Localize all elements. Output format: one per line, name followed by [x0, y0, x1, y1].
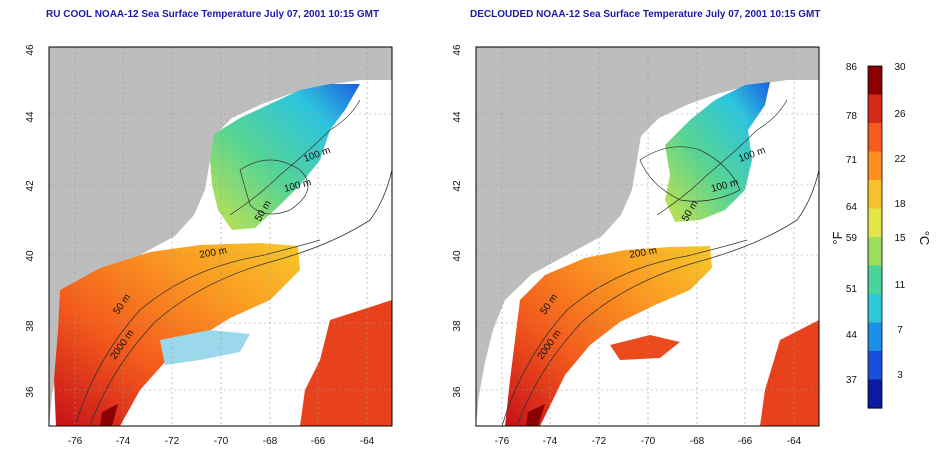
lat-axis: 46 44 42 40 38 36 [452, 44, 463, 398]
colorbar-swatch [868, 66, 882, 96]
colorbar-swatch [868, 151, 882, 181]
svg-text:44: 44 [846, 330, 858, 341]
svg-text:44: 44 [452, 111, 463, 123]
svg-text:26: 26 [894, 109, 906, 120]
svg-text:3: 3 [897, 370, 903, 381]
svg-text:18: 18 [894, 199, 906, 210]
svg-text:-66: -66 [738, 436, 753, 447]
right-panel-title: DECLOUDED NOAA-12 Sea Surface Temperatur… [470, 9, 821, 20]
colorbar-swatches [868, 66, 882, 409]
svg-text:36: 36 [452, 386, 463, 398]
svg-text:44: 44 [25, 111, 36, 123]
svg-text:42: 42 [25, 180, 36, 192]
svg-text:-76: -76 [495, 436, 510, 447]
colorbar-swatch [868, 379, 882, 409]
celsius-unit-label: °C [917, 231, 932, 246]
svg-text:51: 51 [846, 284, 858, 295]
svg-text:30: 30 [894, 62, 906, 73]
colorbar: 86 78 71 64 59 51 44 37 30 26 22 18 15 1… [830, 62, 932, 409]
colorbar-swatch [868, 265, 882, 295]
colorbar-swatch [868, 123, 882, 153]
colorbar-swatch [868, 322, 882, 352]
svg-text:-68: -68 [263, 436, 278, 447]
svg-text:-74: -74 [116, 436, 131, 447]
svg-text:40: 40 [452, 250, 463, 262]
colorbar-swatch [868, 351, 882, 381]
warm-water [505, 246, 712, 426]
svg-text:-72: -72 [165, 436, 180, 447]
svg-text:86: 86 [846, 62, 858, 73]
svg-text:-72: -72 [592, 436, 607, 447]
cool-water [665, 82, 770, 222]
colorbar-swatch [868, 94, 882, 124]
fahrenheit-ticks: 86 78 71 64 59 51 44 37 [846, 62, 858, 386]
svg-text:-64: -64 [360, 436, 375, 447]
svg-text:36: 36 [25, 386, 36, 398]
svg-text:-70: -70 [641, 436, 656, 447]
svg-text:37: 37 [846, 375, 858, 386]
svg-text:22: 22 [894, 154, 906, 165]
lon-axis: -76 -74 -72 -70 -68 -66 -64 [495, 436, 802, 447]
svg-text:46: 46 [25, 44, 36, 56]
svg-text:15: 15 [894, 233, 906, 244]
svg-text:-66: -66 [311, 436, 326, 447]
svg-text:-76: -76 [68, 436, 83, 447]
celsius-ticks: 30 26 22 18 15 11 7 3 [894, 62, 906, 381]
svg-text:-68: -68 [690, 436, 705, 447]
svg-text:42: 42 [452, 180, 463, 192]
colorbar-swatch [868, 237, 882, 267]
svg-text:46: 46 [452, 44, 463, 56]
left-sst-map: 100 m 100 m 50 m 200 m 50 m 2000 m 46 44… [25, 44, 393, 447]
warm-water [54, 243, 300, 426]
svg-text:-74: -74 [543, 436, 558, 447]
svg-text:64: 64 [846, 202, 858, 213]
lat-axis: 46 44 42 40 38 36 [25, 44, 36, 398]
svg-text:78: 78 [846, 111, 858, 122]
cool-water [210, 84, 360, 230]
svg-text:11: 11 [895, 280, 906, 291]
lon-axis: -76 -74 -72 -70 -68 -66 -64 [68, 436, 375, 447]
svg-text:-64: -64 [787, 436, 802, 447]
svg-text:40: 40 [25, 250, 36, 262]
colorbar-swatch [868, 208, 882, 238]
map-frame [475, 46, 820, 427]
right-sst-map: 100 m 100 m 50 m 200 m 50 m 2000 m 46 44… [452, 44, 820, 447]
fahrenheit-unit-label: °F [830, 231, 845, 244]
svg-text:71: 71 [846, 155, 858, 166]
contour-label: 200 m [629, 245, 658, 261]
land-mass [476, 47, 819, 426]
land-mass [49, 47, 392, 426]
svg-text:38: 38 [452, 320, 463, 332]
colorbar-swatch [868, 294, 882, 324]
contour-label: 200 m [199, 245, 228, 261]
colorbar-swatch [868, 180, 882, 210]
svg-text:38: 38 [25, 320, 36, 332]
map-frame [48, 46, 393, 427]
left-panel-title: RU COOL NOAA-12 Sea Surface Temperature … [46, 9, 380, 20]
svg-text:-70: -70 [214, 436, 229, 447]
svg-text:59: 59 [846, 233, 858, 244]
svg-text:7: 7 [897, 325, 903, 336]
